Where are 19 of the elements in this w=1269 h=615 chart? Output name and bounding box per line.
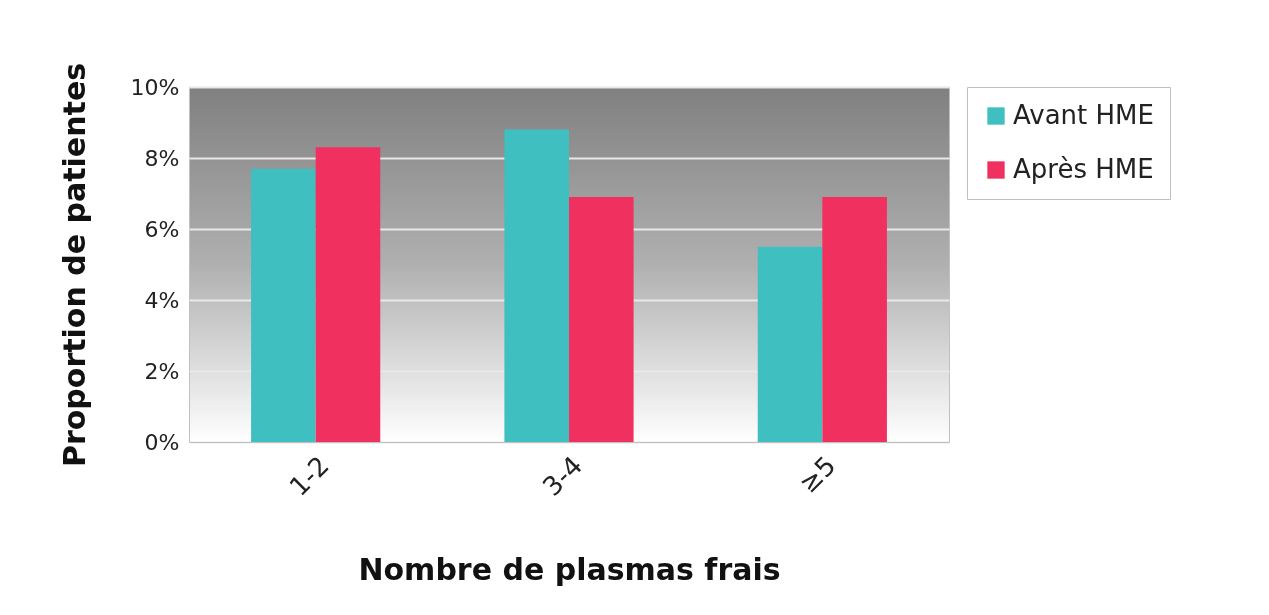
bar (504, 129, 569, 442)
legend-label: Avant HME (1013, 100, 1154, 130)
bar (822, 197, 887, 442)
bar (757, 246, 823, 442)
bar (315, 147, 381, 442)
y-axis-title: Proportion de patientes (56, 62, 92, 468)
y-tick-label: 4% (144, 287, 180, 313)
x-axis-title: Nombre de plasmas frais (358, 551, 781, 587)
legend-label: Après HME (1013, 154, 1154, 184)
y-tick-label: 2% (144, 358, 180, 384)
y-tick-label: 0% (144, 429, 180, 455)
x-tick-label: 3-4 (536, 450, 589, 502)
y-tick-label: 8% (144, 145, 180, 171)
x-tick-label: 1-2 (283, 450, 335, 502)
bar (251, 168, 316, 442)
y-tick-label: 6% (144, 216, 180, 242)
bar (569, 197, 634, 442)
x-tick-label: ≥5 (793, 450, 842, 499)
y-tick-label: 10% (130, 74, 180, 100)
